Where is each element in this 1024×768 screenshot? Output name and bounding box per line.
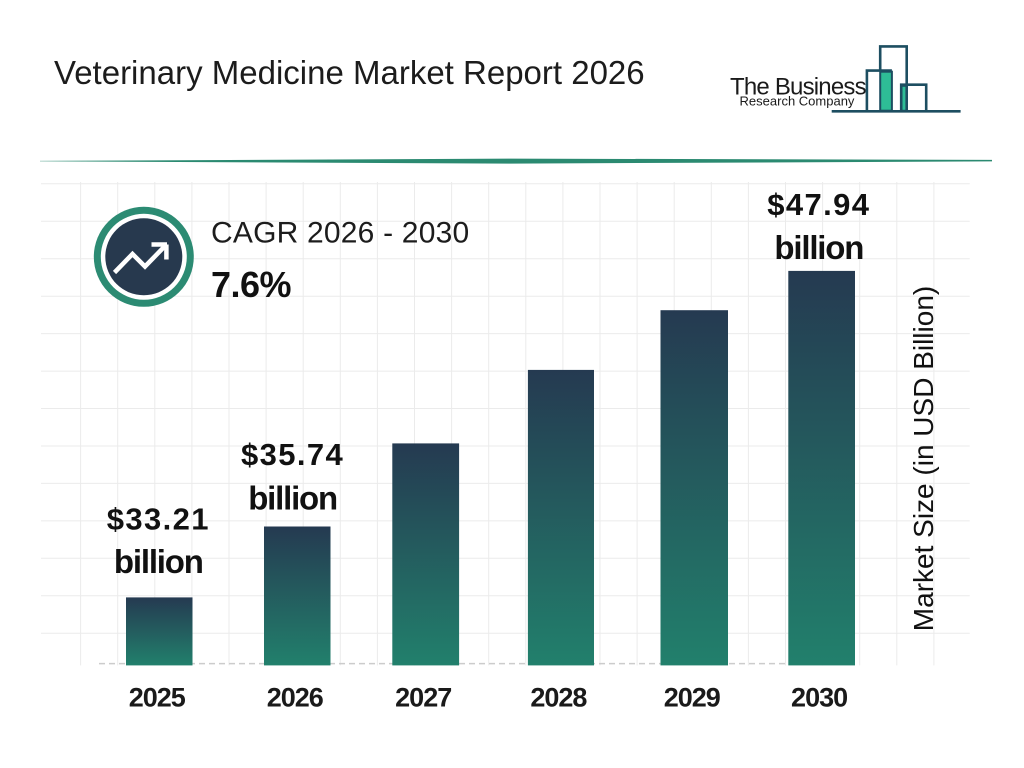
svg-text:2030: 2030 [791,683,847,713]
svg-text:Research Company: Research Company [740,93,855,108]
svg-text:2027: 2027 [395,683,451,713]
svg-text:7.6%: 7.6% [211,264,292,305]
svg-text:$35.74: $35.74 [241,437,344,472]
svg-text:2028: 2028 [530,683,587,713]
svg-text:$33.21: $33.21 [107,502,210,537]
svg-text:Veterinary Medicine Market Rep: Veterinary Medicine Market Report 2026 [54,54,645,91]
svg-text:CAGR 2026 - 2030: CAGR 2026 - 2030 [211,217,469,250]
svg-text:$47.94: $47.94 [767,187,870,222]
svg-text:2026: 2026 [267,683,324,713]
svg-text:Market Size (in USD Billion): Market Size (in USD Billion) [908,286,939,631]
svg-text:billion: billion [114,543,203,580]
svg-text:billion: billion [248,480,337,517]
svg-text:The Business: The Business [730,73,867,100]
svg-text:2029: 2029 [664,683,721,713]
svg-text:billion: billion [774,229,863,266]
svg-text:2025: 2025 [129,683,186,713]
